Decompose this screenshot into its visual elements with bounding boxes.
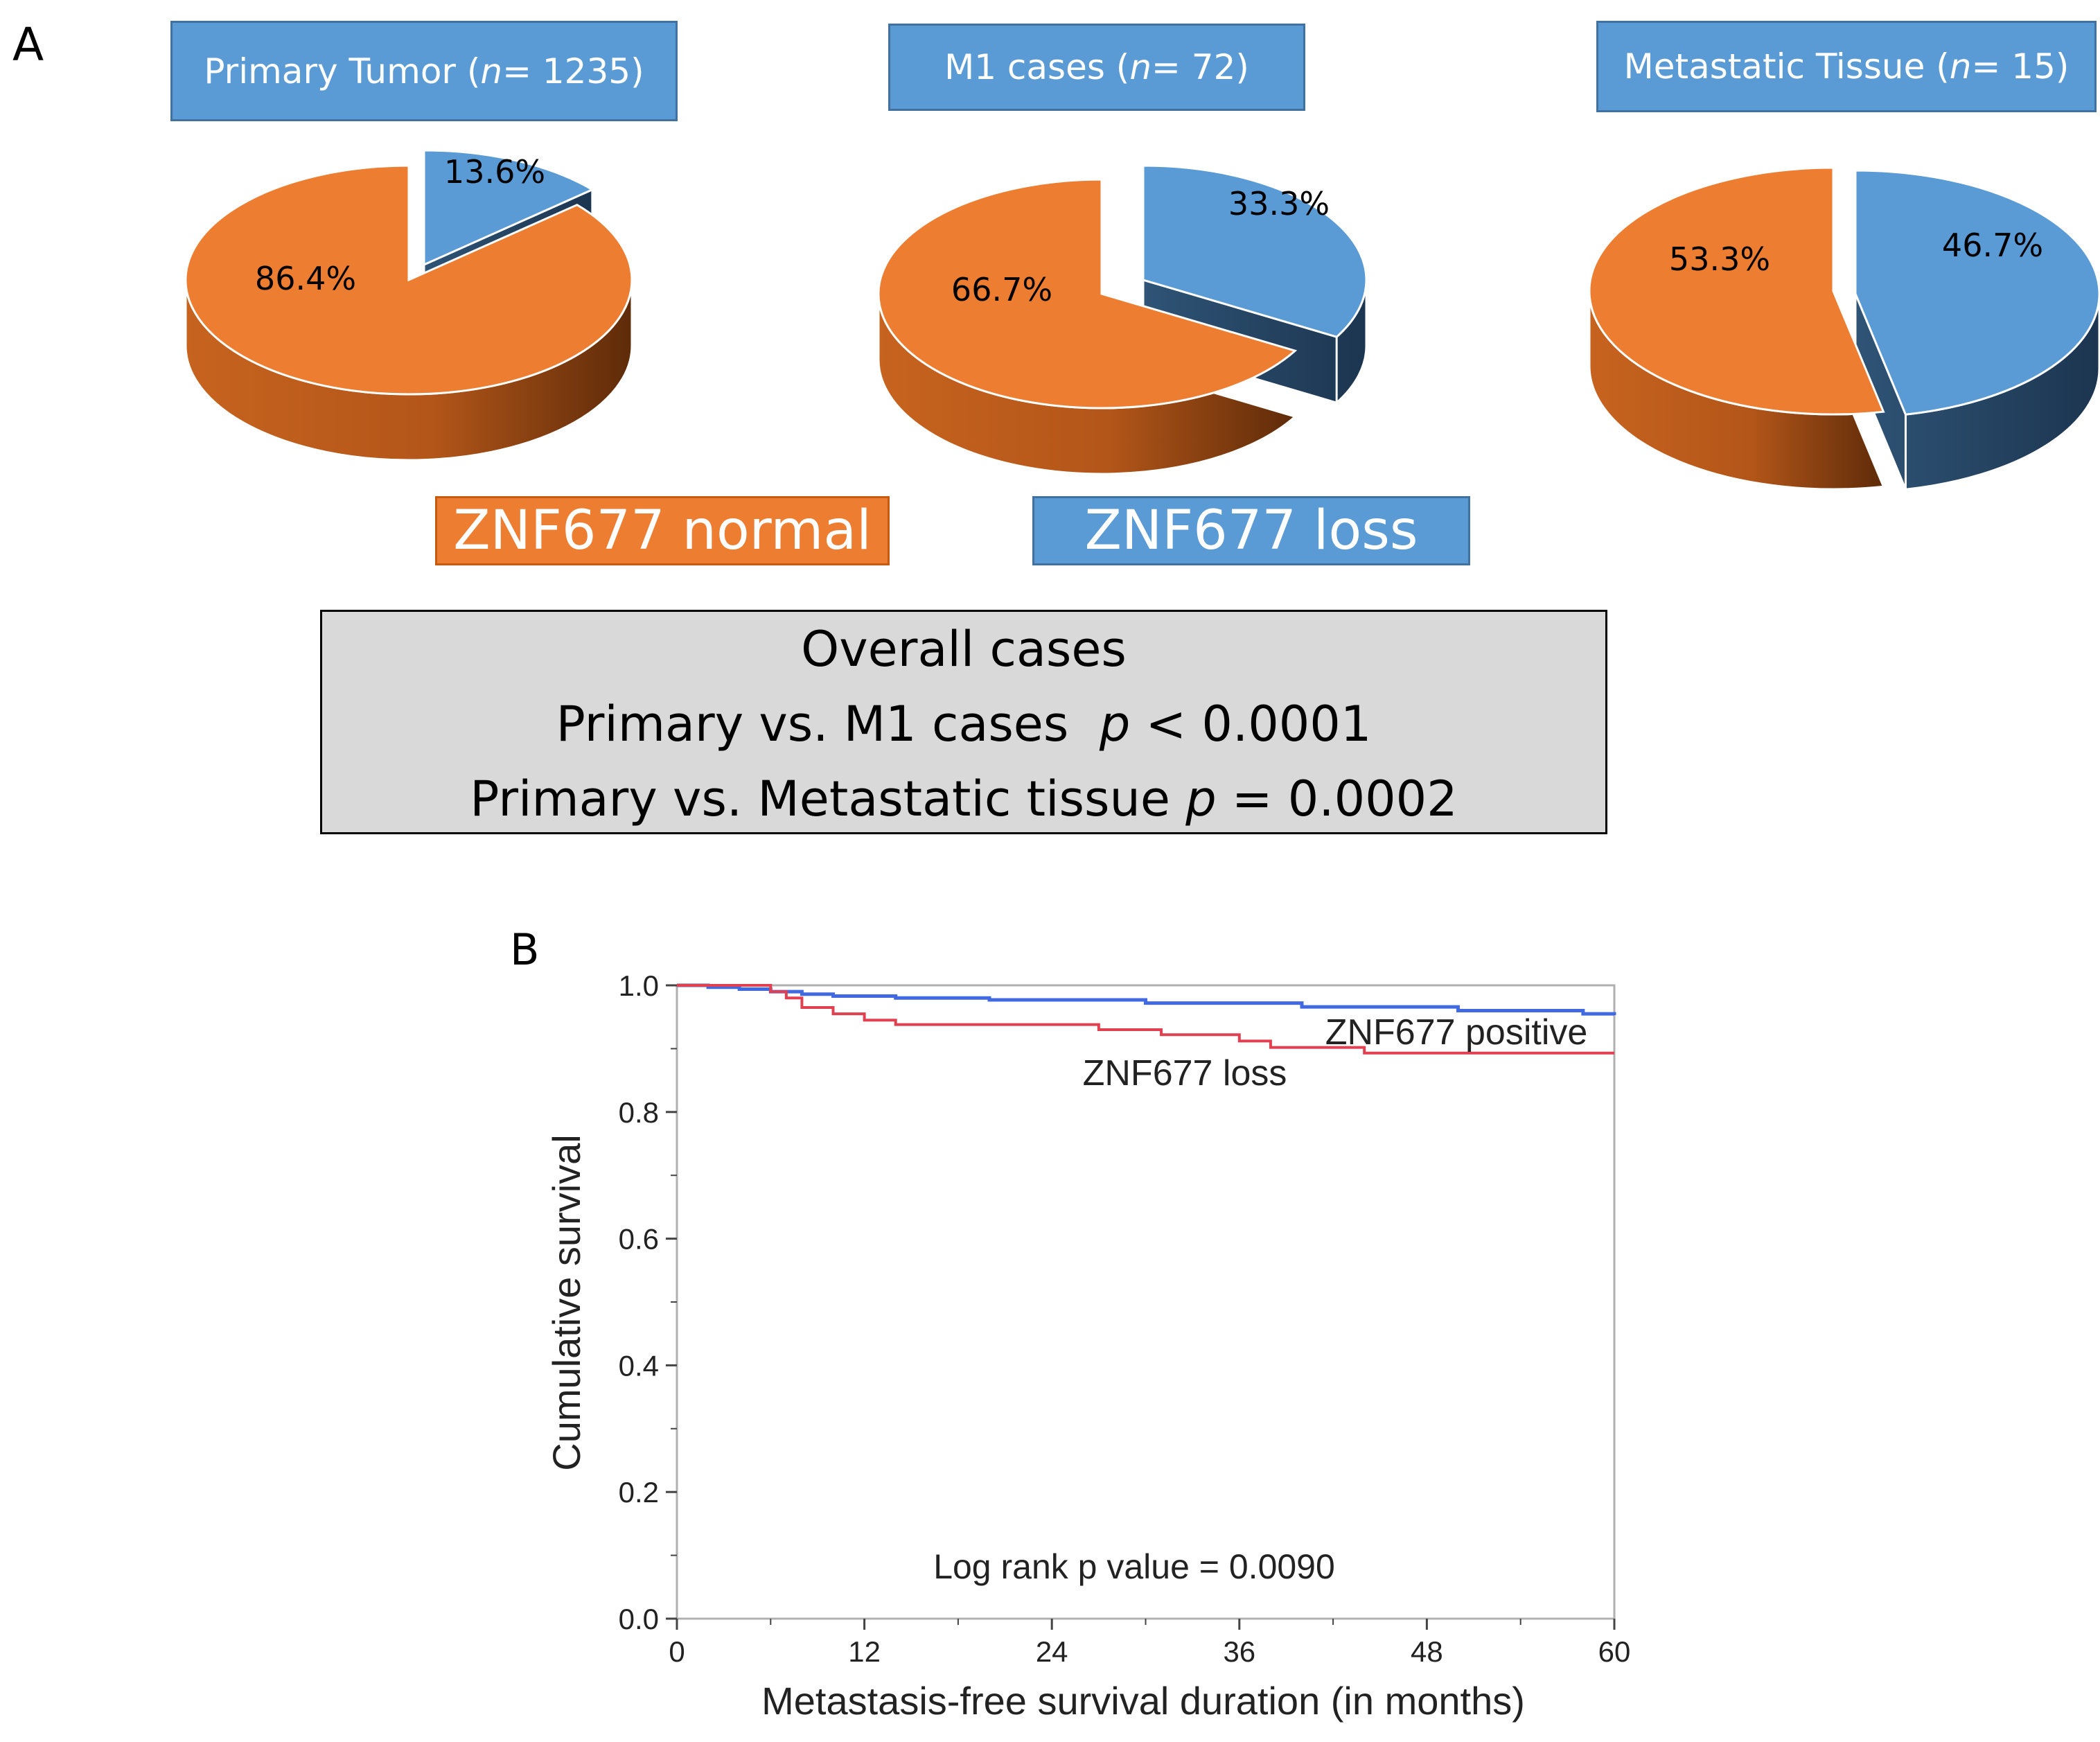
x-tick-label: 24 [1036, 1635, 1068, 1668]
pie-title-m1: M1 cases (n = 72) [888, 24, 1305, 111]
stats-line-3-p: p [1185, 771, 1217, 827]
pie-label-loss: 13.6% [444, 153, 545, 191]
pie-title-n: n [480, 51, 503, 91]
pie-slice-loss [1142, 164, 1368, 338]
pie-label-normal: 66.7% [951, 271, 1052, 308]
pie-title-suffix: = 15) [1971, 46, 2070, 87]
pie-slice-loss [1854, 169, 2100, 416]
y-tick-label: 0.0 [619, 1603, 659, 1635]
pie-title-prefix: M1 cases ( [944, 47, 1130, 87]
stats-line-2-p: p [1099, 696, 1131, 753]
pie-slice-normal [877, 178, 1298, 410]
panel-a-label: A [12, 18, 44, 71]
pie-m1-cases: 66.7% 33.3% [877, 164, 1368, 475]
pie-title-suffix: = 72) [1152, 47, 1249, 87]
km-series-group [677, 983, 1616, 1055]
pie-slice-loss [423, 149, 595, 267]
stats-line-2: Primary vs. M1 cases p < 0.0001 [322, 687, 1605, 762]
stats-box: Overall cases Primary vs. M1 cases p < 0… [320, 610, 1607, 834]
pie-title-prefix: Metastatic Tissue ( [1623, 46, 1950, 87]
pie-slice-normal [1588, 166, 1885, 416]
stats-line-2-suffix: < 0.0001 [1130, 696, 1372, 753]
pie-primary-tumor: 86.4% 13.6% [184, 149, 633, 461]
y-tick-label: 1.0 [619, 969, 659, 1002]
stats-line-1: Overall cases [322, 612, 1605, 687]
pie-label-normal: 86.4% [255, 260, 356, 297]
legend-loss-label: ZNF677 loss [1084, 500, 1418, 562]
pie-title-prefix: Primary Tumor ( [204, 51, 481, 91]
stats-line-3-suffix: = 0.0002 [1216, 771, 1458, 827]
pie-title-metastatic: Metastatic Tissue (n = 15) [1596, 21, 2097, 112]
pie-label-loss: 46.7% [1942, 227, 2043, 264]
y-axis-ticks: 0.0 0.2 0.4 0.6 0.8 1.0 [619, 969, 677, 1635]
pie-title-primary: Primary Tumor (n = 1235) [170, 21, 678, 121]
x-tick-label: 36 [1223, 1635, 1255, 1668]
x-axis-ticks: 0 12 24 36 48 60 [669, 1619, 1630, 1668]
x-tick-label: 0 [669, 1635, 685, 1668]
panel-b-label: B [510, 924, 540, 975]
pie-label-normal: 53.3% [1669, 240, 1770, 278]
km-chart: 0 12 24 36 48 60 0.0 0.2 0.4 0.6 0.8 1.0 ZNF677 po… [545, 969, 1630, 1723]
stats-line-1-text: Overall cases [801, 621, 1127, 678]
pie-metastatic-tissue: 53.3% 46.7% [1588, 166, 2100, 491]
stats-line-2-prefix: Primary vs. M1 cases [556, 696, 1100, 753]
x-tick-label: 12 [848, 1635, 881, 1668]
y-tick-label: 0.6 [619, 1223, 659, 1256]
y-tick-label: 0.8 [619, 1096, 659, 1129]
km-line-positive [677, 983, 1616, 1016]
y-tick-label: 0.4 [619, 1349, 659, 1382]
legend-normal-label: ZNF677 normal [453, 500, 872, 562]
series-label-positive: ZNF677 positive [1325, 1012, 1588, 1053]
x-tick-label: 60 [1598, 1635, 1631, 1668]
annotation-log-rank: Log rank p value = 0.0090 [933, 1547, 1335, 1586]
legend-normal: ZNF677 normal [435, 496, 890, 565]
y-tick-label: 0.2 [619, 1476, 659, 1508]
pie-title-suffix: = 1235) [502, 51, 644, 91]
y-axis-label: Cumulative survival [545, 1134, 588, 1471]
km-line-loss [677, 984, 1614, 1055]
stats-line-3: Primary vs. Metastatic tissue p = 0.0002 [322, 762, 1605, 836]
x-tick-label: 48 [1411, 1635, 1443, 1668]
pie-title-n: n [1129, 47, 1152, 87]
pie-title-n: n [1949, 46, 1972, 87]
x-axis-label: Metastasis-free survival duration (in mo… [761, 1679, 1525, 1723]
stats-line-3-prefix: Primary vs. Metastatic tissue [470, 771, 1186, 827]
pie-slice-normal [184, 164, 633, 396]
legend-loss: ZNF677 loss [1032, 496, 1470, 565]
pie-label-loss: 33.3% [1228, 185, 1330, 222]
series-label-loss: ZNF677 loss [1083, 1053, 1287, 1093]
